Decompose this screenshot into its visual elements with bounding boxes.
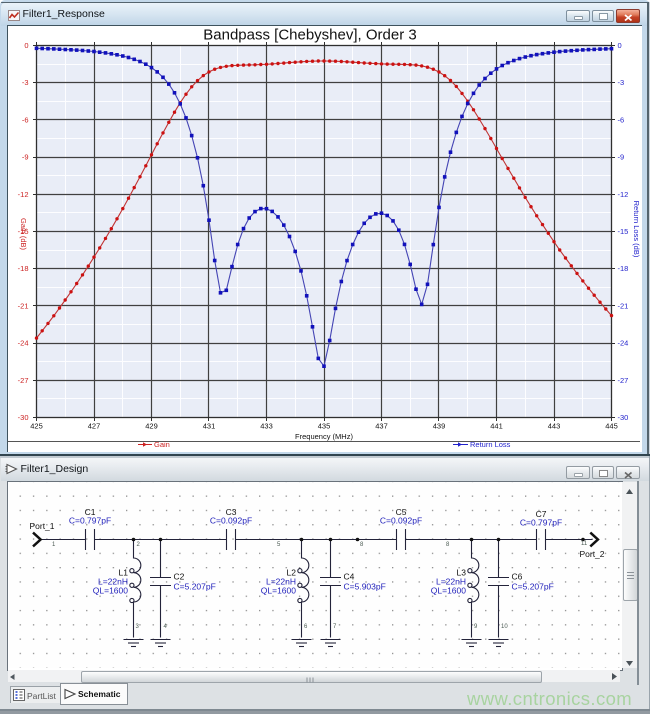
svg-text:11: 11 — [581, 541, 588, 547]
svg-text:-12: -12 — [618, 190, 629, 199]
svg-text:-18: -18 — [618, 264, 629, 273]
svg-text:-9: -9 — [618, 153, 625, 162]
svg-text:439: 439 — [433, 422, 446, 431]
svg-text:QL=1600: QL=1600 — [93, 586, 128, 596]
svg-text:L1: L1 — [119, 568, 129, 578]
svg-text:L3: L3 — [457, 568, 467, 578]
svg-text:1: 1 — [52, 542, 56, 548]
svg-text:C2: C2 — [174, 572, 185, 582]
svg-text:C3: C3 — [226, 507, 237, 517]
svg-text:Return Loss: Return Loss — [470, 440, 511, 449]
svg-text:-27: -27 — [618, 376, 629, 385]
svg-text:10: 10 — [501, 624, 508, 630]
svg-text:-27: -27 — [18, 376, 29, 385]
svg-text:-24: -24 — [618, 339, 629, 348]
svg-text:429: 429 — [145, 422, 158, 431]
svg-text:441: 441 — [490, 422, 503, 431]
svg-text:C=0.092pF: C=0.092pF — [380, 516, 422, 526]
svg-text:443: 443 — [548, 422, 561, 431]
svg-text:2: 2 — [137, 542, 141, 548]
svg-text:Gain (dB): Gain (dB) — [19, 218, 28, 251]
svg-text:445: 445 — [605, 422, 618, 431]
svg-text:-3: -3 — [618, 78, 625, 87]
svg-text:L2: L2 — [287, 568, 297, 578]
svg-text:C=0.797pF: C=0.797pF — [69, 516, 111, 526]
svg-text:-3: -3 — [22, 78, 29, 87]
svg-text:-6: -6 — [618, 115, 625, 124]
svg-text:Bandpass [Chebyshev], Order 3: Bandpass [Chebyshev], Order 3 — [203, 27, 416, 44]
svg-text:425: 425 — [30, 422, 43, 431]
svg-text:3: 3 — [136, 624, 140, 630]
svg-text:-18: -18 — [18, 264, 29, 273]
svg-text:L=22nH: L=22nH — [436, 577, 466, 587]
svg-text:437: 437 — [375, 422, 388, 431]
svg-text:C=5.207pF: C=5.207pF — [174, 582, 216, 592]
svg-text:8: 8 — [446, 542, 450, 548]
svg-text:C=5.207pF: C=5.207pF — [512, 582, 554, 592]
svg-text:427: 427 — [88, 422, 101, 431]
svg-text:-6: -6 — [22, 115, 29, 124]
svg-text:C=5.903pF: C=5.903pF — [344, 582, 386, 592]
svg-text:QL=1600: QL=1600 — [261, 586, 296, 596]
svg-text:0: 0 — [24, 41, 28, 50]
svg-text:L=22nH: L=22nH — [98, 577, 128, 587]
svg-text:C=0.092pF: C=0.092pF — [210, 516, 252, 526]
svg-text:435: 435 — [318, 422, 331, 431]
svg-text:-21: -21 — [618, 301, 629, 310]
svg-text:Port_1: Port_1 — [29, 521, 54, 531]
svg-text:0: 0 — [618, 41, 622, 50]
svg-text:-24: -24 — [18, 339, 29, 348]
svg-text:C=0.797pF: C=0.797pF — [520, 518, 562, 528]
svg-text:Return Loss (dB): Return Loss (dB) — [632, 201, 641, 258]
svg-text:431: 431 — [203, 422, 216, 431]
svg-text:-30: -30 — [18, 413, 29, 422]
svg-text:-12: -12 — [18, 190, 29, 199]
svg-text:C4: C4 — [344, 572, 355, 582]
svg-text:C7: C7 — [536, 509, 547, 519]
svg-text:C6: C6 — [512, 572, 523, 582]
svg-text:-15: -15 — [18, 227, 29, 236]
svg-text:C5: C5 — [396, 507, 407, 517]
svg-text:QL=1600: QL=1600 — [431, 586, 466, 596]
svg-text:-21: -21 — [18, 301, 29, 310]
svg-text:-9: -9 — [22, 153, 29, 162]
svg-text:L=22nH: L=22nH — [266, 577, 296, 587]
svg-text:7: 7 — [333, 624, 337, 630]
svg-text:Port_2: Port_2 — [579, 549, 604, 559]
svg-text:433: 433 — [260, 422, 273, 431]
svg-text:Gain: Gain — [154, 440, 170, 449]
svg-text:9: 9 — [474, 624, 478, 630]
svg-text:6: 6 — [304, 624, 308, 630]
svg-text:4: 4 — [164, 624, 168, 630]
svg-text:8: 8 — [360, 542, 364, 548]
svg-text:Frequency (MHz): Frequency (MHz) — [295, 432, 353, 441]
svg-text:-15: -15 — [618, 227, 629, 236]
svg-text:5: 5 — [277, 542, 281, 548]
svg-text:-30: -30 — [618, 413, 629, 422]
svg-text:C1: C1 — [85, 507, 96, 517]
